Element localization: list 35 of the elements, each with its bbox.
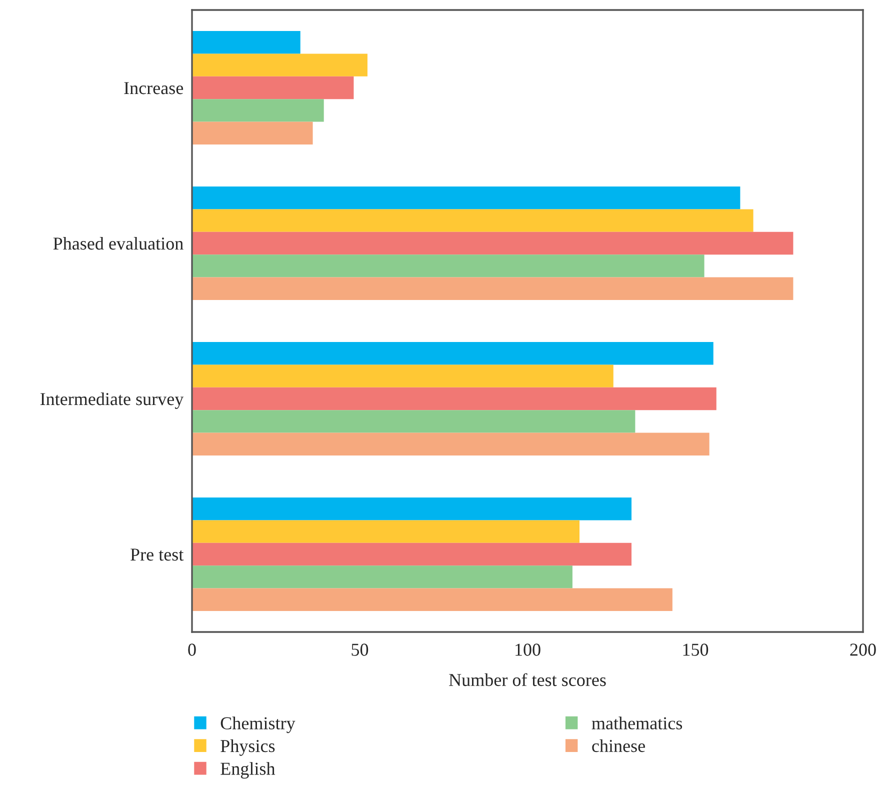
bar xyxy=(192,432,710,456)
legend-label: English xyxy=(220,762,276,779)
bar xyxy=(192,76,354,100)
bar xyxy=(192,364,614,388)
x-tick-label: 100 xyxy=(516,644,540,656)
legend-label: chinese xyxy=(592,739,645,752)
x-tick-label: 150 xyxy=(683,644,708,656)
bar xyxy=(192,566,572,588)
legend-label: mathematics xyxy=(592,716,682,730)
bar xyxy=(192,497,632,520)
y-tick-label: Phased evaluation xyxy=(53,236,184,250)
legend-label: Chemistry xyxy=(220,716,296,734)
bar xyxy=(192,54,368,76)
bar xyxy=(192,542,632,566)
bar xyxy=(192,387,716,410)
y-tick-label: Intermediate survey xyxy=(40,392,184,409)
bar xyxy=(192,277,794,300)
bar xyxy=(192,99,324,122)
x-tick-label: 200 xyxy=(850,644,876,656)
bar xyxy=(192,232,794,255)
bar xyxy=(192,342,714,365)
bar xyxy=(192,410,636,433)
y-tick-label: Pre test xyxy=(130,548,184,561)
bar xyxy=(192,30,300,54)
bar xyxy=(192,520,580,543)
bar xyxy=(192,209,754,232)
bar xyxy=(192,588,672,612)
bar xyxy=(192,122,313,145)
bar xyxy=(192,254,704,278)
x-tick-label: 0 xyxy=(188,644,196,656)
x-tick-label: 50 xyxy=(352,644,368,656)
x-axis-title: Number of test scores xyxy=(449,673,606,686)
legend-label: Physics xyxy=(220,739,275,756)
y-tick-label: Increase xyxy=(124,82,184,94)
bar xyxy=(192,186,740,210)
